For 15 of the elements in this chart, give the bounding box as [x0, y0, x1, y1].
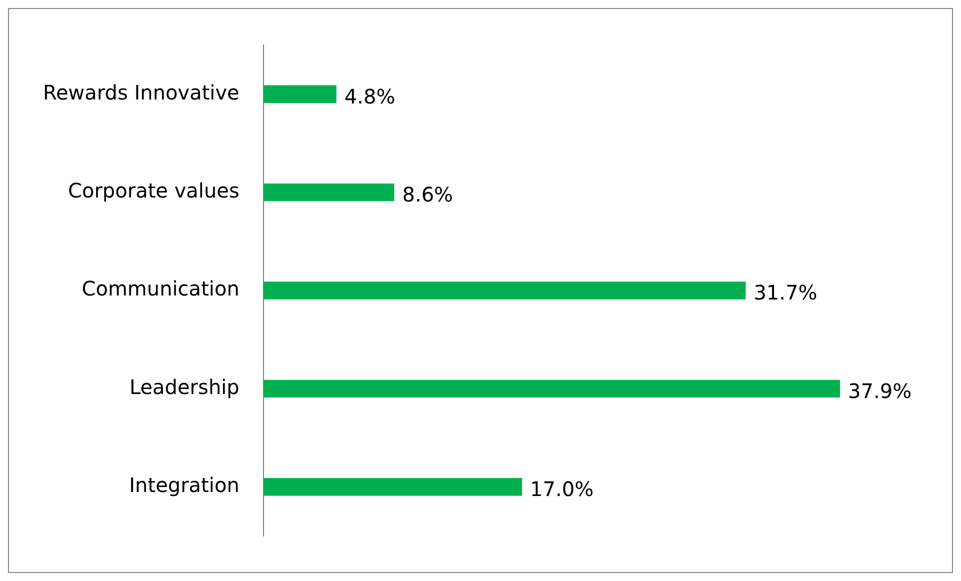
y-tick-label: Communication	[82, 276, 240, 301]
y-tick-label: Integration	[129, 473, 240, 498]
data-label: 4.8%	[344, 84, 396, 108]
bar	[263, 380, 840, 398]
data-label: 17.0%	[530, 477, 594, 502]
y-tick-label: Leadership	[129, 374, 240, 399]
bar	[263, 478, 522, 496]
y-tick-label: Corporate values	[68, 178, 240, 203]
data-label: 31.7%	[754, 280, 818, 305]
bar	[263, 183, 394, 202]
bar	[263, 282, 746, 300]
y-tick-label: Rewards Innovative	[42, 80, 240, 104]
data-label: 37.9%	[848, 378, 912, 403]
bar	[263, 85, 336, 103]
data-label: 8.6%	[402, 182, 454, 207]
